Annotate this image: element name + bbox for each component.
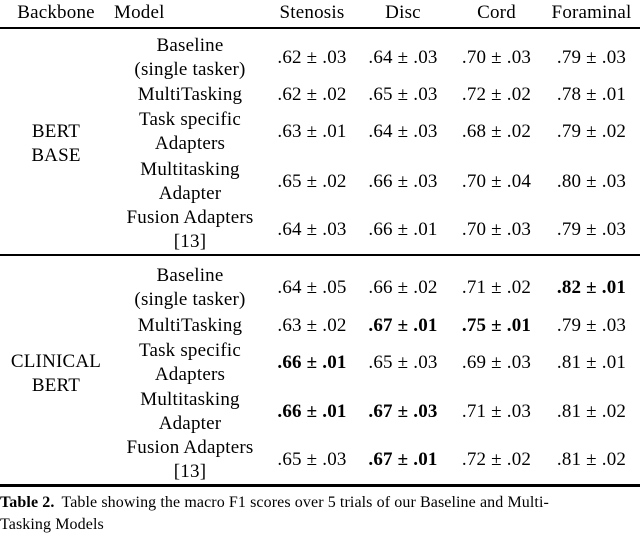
group-bert-base: BERT BASE Baseline (single tasker) .62 ±… [0,29,640,256]
cell-model: Baseline (single tasker) [134,265,246,310]
cell-stenosis: .63 ± .02 [277,314,347,336]
cell-cord: .70 ± .04 [461,170,532,192]
cell-foraminal: .81 ± .02 [556,401,627,422]
cell-cord: .70 ± .03 [461,219,532,240]
cell-disc: .64 ± .03 [368,121,438,142]
cell-stenosis: .66 ± .01 [277,401,347,422]
cell-cord: .71 ± .03 [461,401,532,422]
cell-model: Fusion Adapters [13] [126,437,254,482]
backbone-label: CLINICAL BERT [10,350,102,396]
cell-disc: .65 ± .03 [368,83,438,105]
cell-stenosis: .64 ± .03 [277,219,347,240]
cell-cord: .72 ± .02 [461,83,532,105]
cell-cord: .68 ± .02 [461,121,532,142]
cell-foraminal: .81 ± .02 [556,449,627,470]
cell-model: Task specific Adapters [138,109,242,154]
cell-foraminal: .82 ± .01 [556,277,627,298]
cell-disc: .64 ± .03 [368,47,438,68]
cell-cord: .70 ± .03 [461,47,532,68]
cell-foraminal: .81 ± .01 [556,352,627,373]
caption-line1: Table showing the macro F1 scores over 5… [61,494,549,511]
cell-foraminal: .79 ± .03 [556,314,627,336]
col-header-foraminal: Foraminal [551,2,632,23]
col-header-model: Model [114,2,165,23]
cell-cord: .75 ± .01 [461,314,532,336]
cell-model: MultiTasking [137,83,243,105]
cell-disc: .66 ± .01 [368,219,438,240]
cell-foraminal: .79 ± .02 [556,121,627,142]
cell-disc: .67 ± .01 [368,314,438,336]
cell-stenosis: .63 ± .01 [277,121,347,142]
cell-model: Fusion Adapters [13] [126,207,254,252]
cell-foraminal: .79 ± .03 [556,219,627,240]
cell-foraminal: .79 ± .03 [556,47,627,68]
cell-stenosis: .64 ± .05 [277,277,347,298]
cell-stenosis: .65 ± .03 [277,449,347,470]
table-header-row: Backbone Model Stenosis Disc Cord Forami… [0,0,640,29]
cell-stenosis: .62 ± .03 [277,47,347,68]
cell-stenosis: .62 ± .02 [277,83,347,105]
group-clinical-bert: CLINICAL BERT Baseline (single tasker) .… [0,256,640,487]
col-header-backbone: Backbone [17,2,95,23]
col-header-disc: Disc [385,2,421,23]
cell-cord: .71 ± .02 [461,277,532,298]
caption-label: Table 2. [0,494,55,511]
table-caption: Table 2. Table showing the macro F1 score… [0,492,640,536]
cell-stenosis: .66 ± .01 [277,352,347,373]
cell-cord: .72 ± .02 [461,449,532,470]
cell-disc: .65 ± .03 [368,352,438,373]
backbone-label: BERT BASE [31,121,81,166]
cell-cord: .69 ± .03 [461,352,532,373]
cell-model: Baseline (single tasker) [134,35,246,80]
cell-model: Multitasking Adapter [140,158,240,204]
cell-model: Multitasking Adapter [140,389,240,434]
caption-line2: Tasking Models [0,516,104,533]
col-header-cord: Cord [477,2,516,23]
cell-disc: .66 ± .03 [368,170,438,192]
cell-foraminal: .78 ± .01 [556,83,627,105]
cell-disc: .67 ± .01 [368,449,438,470]
cell-stenosis: .65 ± .02 [277,170,347,192]
cell-foraminal: .80 ± .03 [556,170,627,192]
cell-model: Task specific Adapters [138,340,242,385]
cell-disc: .67 ± .03 [368,401,438,422]
col-header-stenosis: Stenosis [279,2,345,23]
cell-disc: .66 ± .02 [368,277,438,298]
cell-model: MultiTasking [137,314,243,336]
